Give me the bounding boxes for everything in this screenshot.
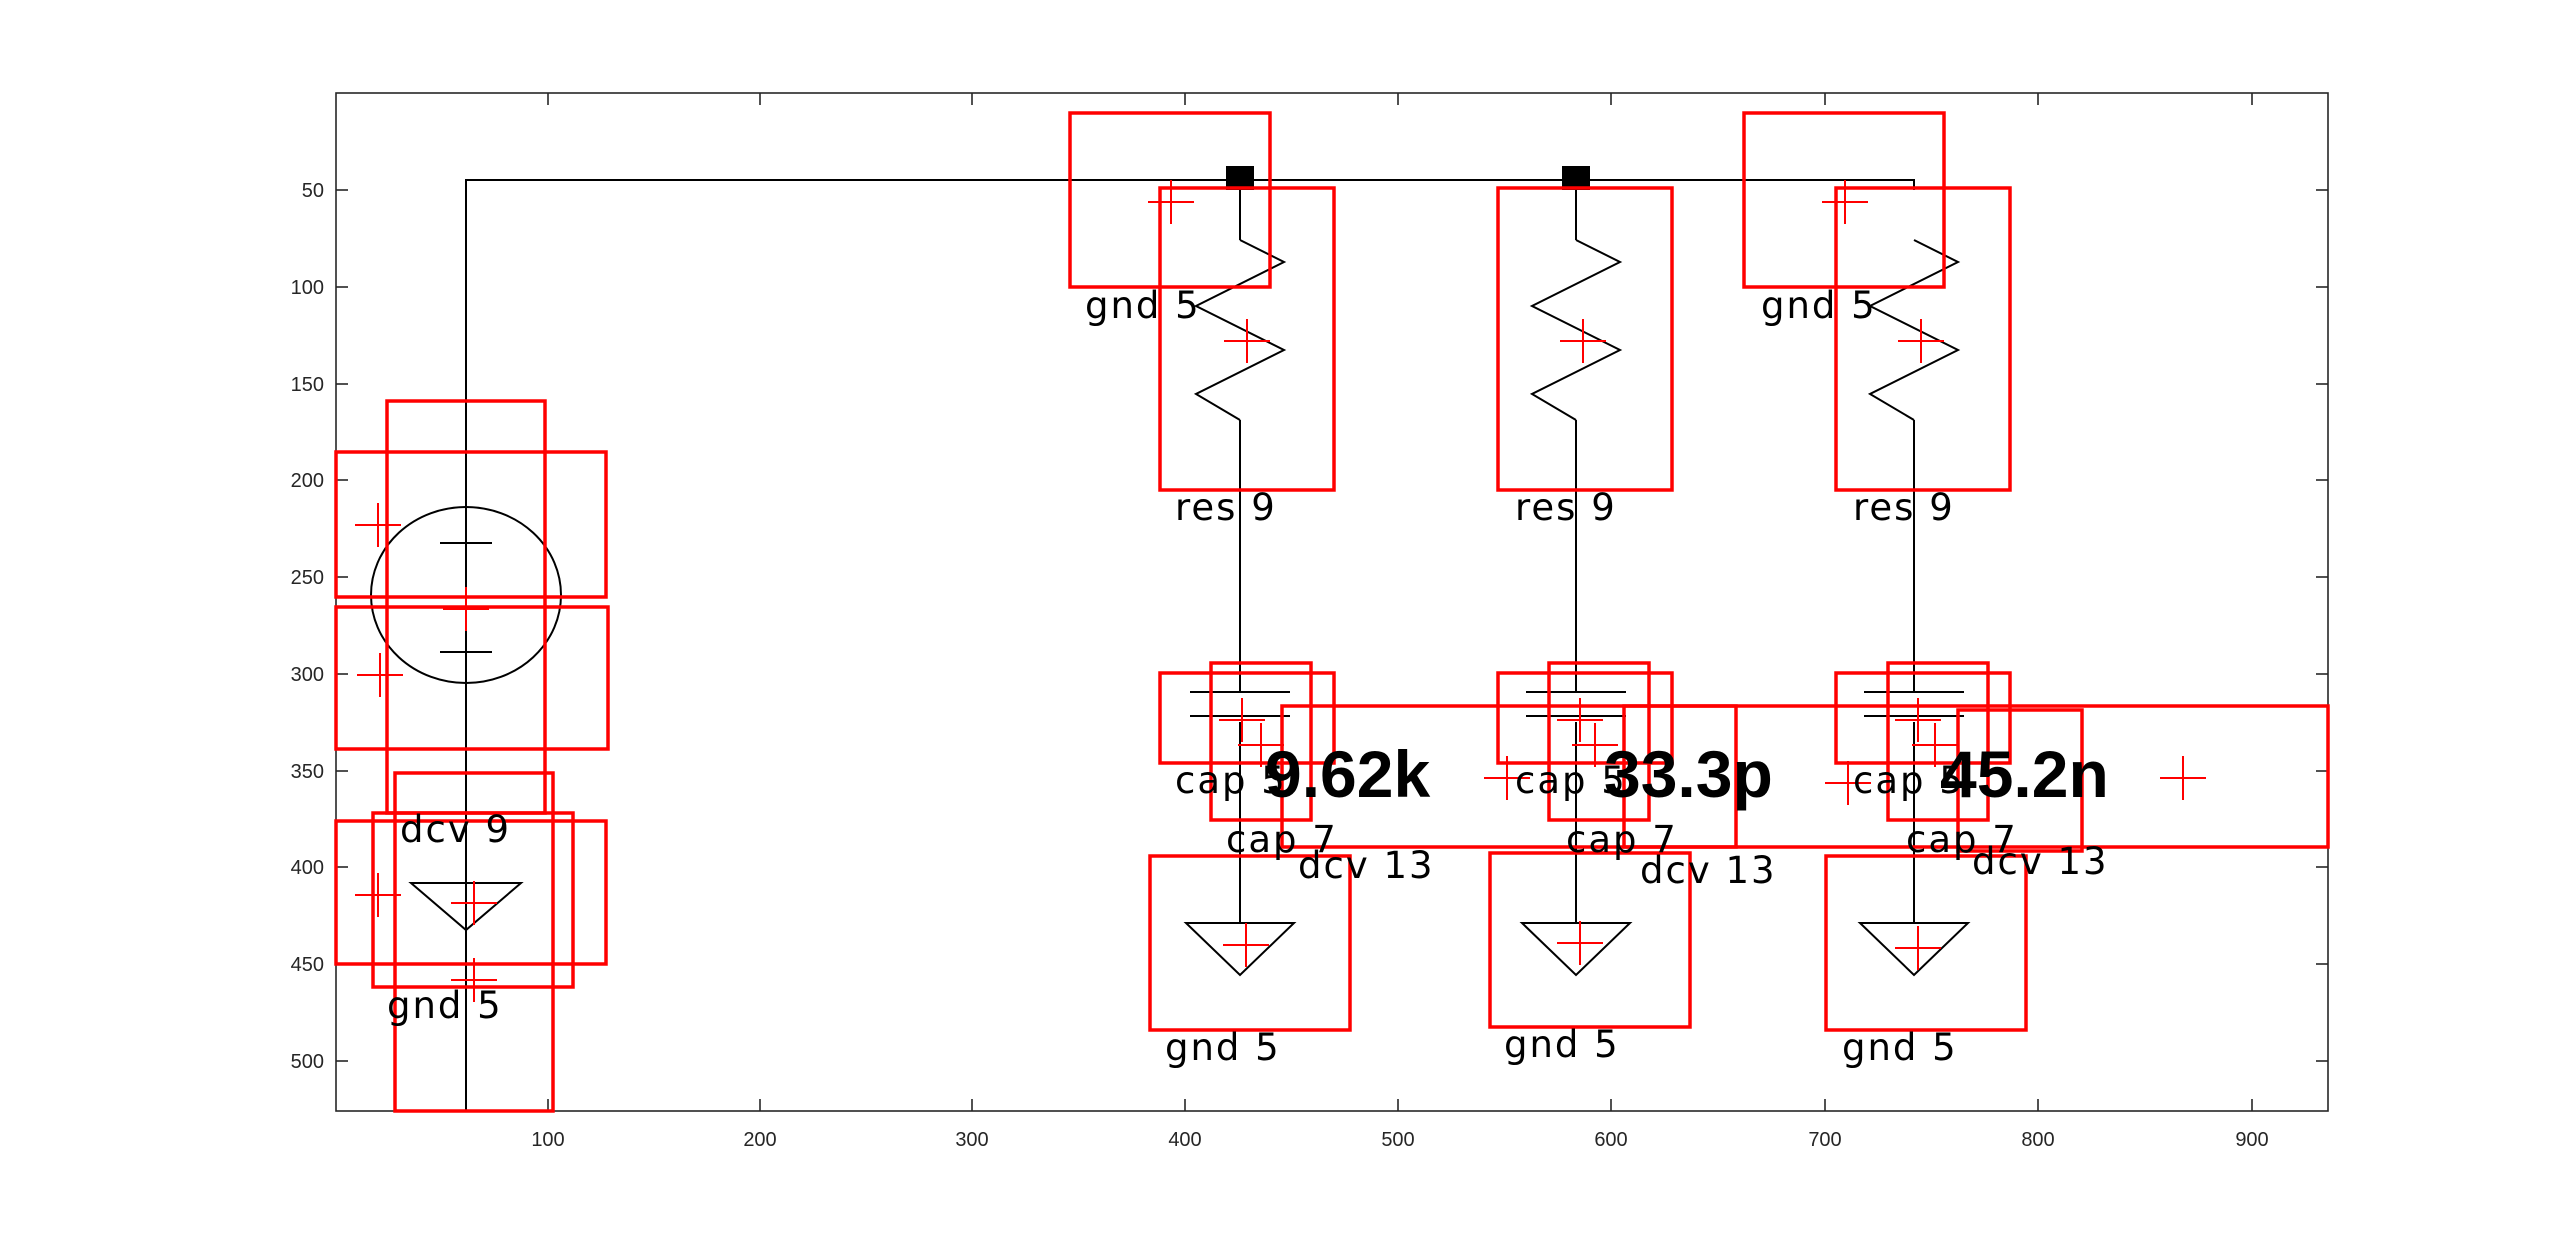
cap-label: cap 7 [1566,818,1678,861]
dcv-label: dcv 13 [1972,840,2109,883]
capacitor-symbol [1190,691,1290,717]
y-tick-label: 250 [291,567,324,589]
y-tick-label: 450 [291,954,324,976]
dcv-label: dcv 13 [1640,849,1777,892]
dc-voltage-source-symbol [370,506,562,684]
x-tick-label: 200 [743,1129,776,1151]
gnd-label: gnd 5 [1165,1026,1281,1069]
x-tick-label: 800 [2021,1129,2054,1151]
component-value: 45.2n [1940,737,2109,811]
capacitor-symbol [1526,691,1626,717]
y-axis: 50 100 150 200 250 300 350 400 450 500 [291,180,2328,1073]
res-label: res 9 [1853,486,1955,529]
junction-node [1226,166,1254,190]
detection-centers [355,180,2206,1002]
dcv-label: dcv 13 [1298,844,1435,887]
cap-label: cap 5 [1515,759,1627,802]
x-tick-label: 400 [1168,1129,1201,1151]
gnd-label: gnd 5 [1842,1026,1958,1069]
component-value: 33.3p [1604,737,1773,811]
gnd-label: gnd 5 [387,984,503,1027]
y-tick-label: 100 [291,277,324,299]
component-value: 9.62k [1265,737,1430,811]
axes-frame [335,92,2329,1112]
y-tick-label: 400 [291,857,324,879]
res-label: res 9 [1515,486,1617,529]
ground-symbol [408,882,524,932]
y-tick-label: 350 [291,761,324,783]
gnd-label: gnd 5 [1085,284,1201,327]
detection-boxes [334,111,2330,1113]
y-tick-label: 500 [291,1051,324,1073]
x-tick-label: 700 [1808,1129,1841,1151]
resistor-symbol [1193,239,1287,421]
x-tick-label: 900 [2235,1129,2268,1151]
x-tick-label: 500 [1381,1129,1414,1151]
cap-label: cap 7 [1226,818,1338,861]
capacitor-symbol [1864,691,1964,717]
y-tick-label: 200 [291,470,324,492]
y-tick-label: 150 [291,374,324,396]
resistor-symbol [1529,239,1623,421]
gnd-label: gnd 5 [1761,284,1877,327]
x-tick-label: 300 [955,1129,988,1151]
resistor-symbol [1867,239,1961,421]
x-axis: 100 200 300 400 500 600 700 800 900 [531,93,2269,1151]
ground-symbol [1183,922,1297,977]
gnd-label: gnd 5 [1504,1023,1620,1066]
y-tick-label: 50 [302,180,324,202]
ground-symbol [1519,922,1633,977]
cap-label: cap 5 [1175,759,1287,802]
x-tick-label: 100 [531,1129,564,1151]
circuit-wires [465,179,1915,1111]
cap-label: cap 7 [1906,818,2018,861]
junction-node [1562,166,1590,190]
x-tick-label: 600 [1594,1129,1627,1151]
cap-label: cap 5 [1853,759,1965,802]
dcv-label: dcv 9 [400,808,511,851]
y-tick-label: 300 [291,664,324,686]
res-label: res 9 [1175,486,1277,529]
